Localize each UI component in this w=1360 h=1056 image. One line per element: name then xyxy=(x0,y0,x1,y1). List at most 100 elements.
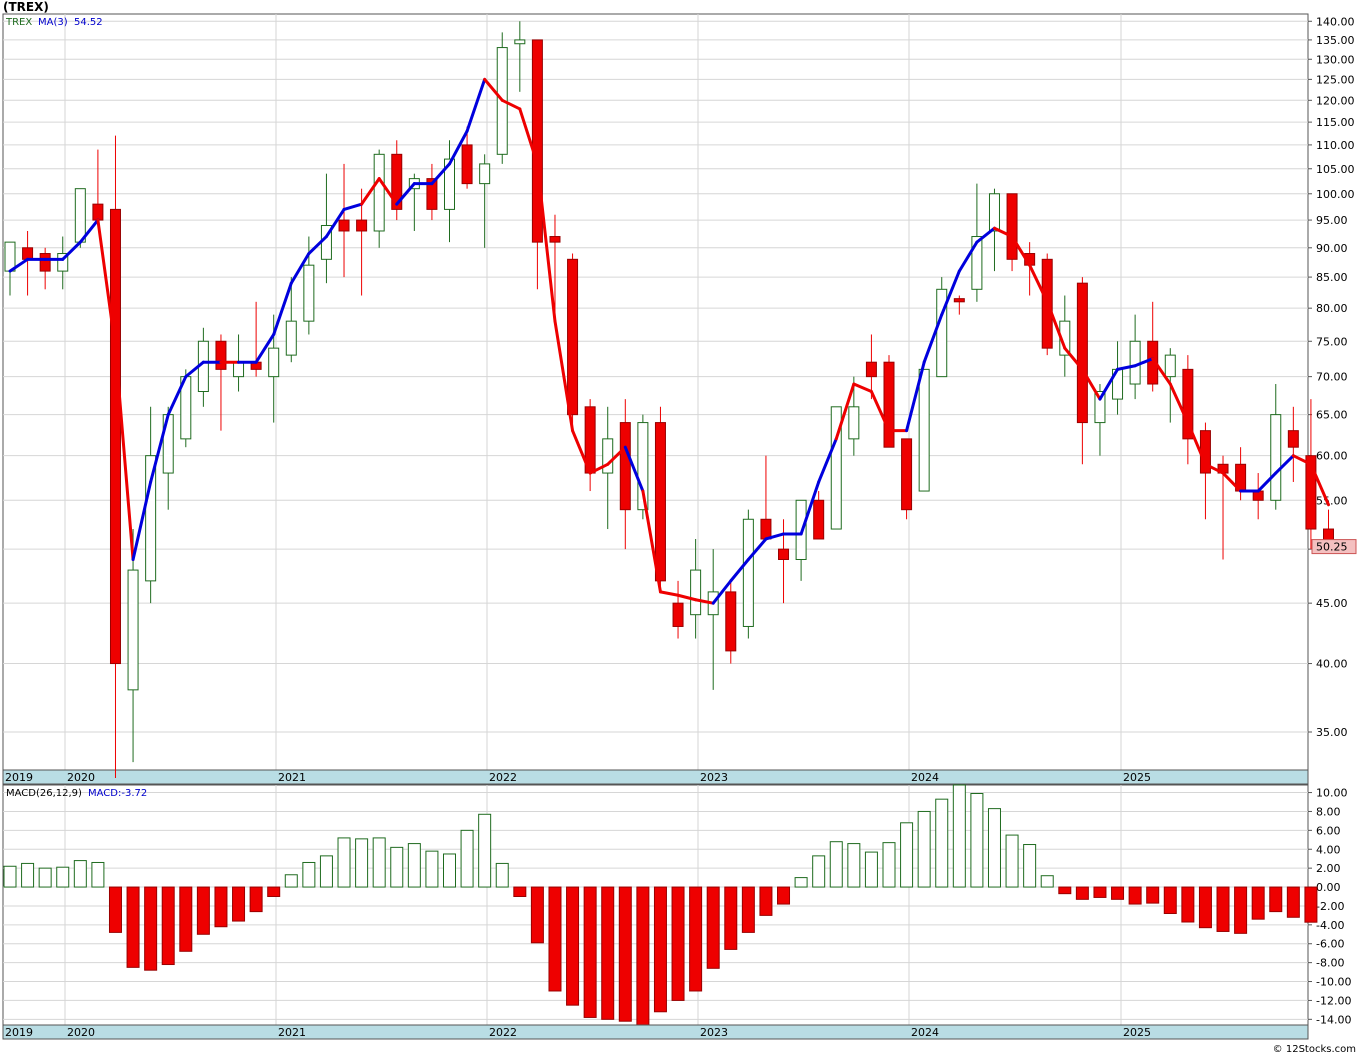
ma-line-segment xyxy=(1291,454,1313,466)
ma-line-segment xyxy=(1116,364,1137,371)
ma-line-segment xyxy=(694,598,715,605)
macd-tick-label: 8.00 xyxy=(1316,805,1341,818)
candle xyxy=(1006,193,1018,272)
price-year-label: 2021 xyxy=(278,771,306,784)
price-tick-label: 55.00 xyxy=(1316,494,1348,507)
last-price-box xyxy=(1311,539,1357,555)
candle-body xyxy=(461,144,473,185)
candle-body xyxy=(760,518,772,540)
ma-line-segment xyxy=(1168,382,1190,425)
candle-body xyxy=(1094,391,1106,424)
macd-year-label: 2024 xyxy=(911,1026,939,1039)
macd-bar xyxy=(196,886,210,935)
candle-body xyxy=(848,406,860,440)
candle-body xyxy=(936,288,948,378)
ma-line-segment xyxy=(746,537,768,562)
macd-bar xyxy=(829,841,843,888)
macd-bar xyxy=(1075,886,1089,900)
candle xyxy=(725,580,737,664)
ma-line-segment xyxy=(1028,263,1049,304)
macd-bar xyxy=(214,886,228,928)
candle xyxy=(830,406,842,530)
candle-body xyxy=(883,361,895,448)
candle xyxy=(549,214,561,322)
ma-line-segment xyxy=(342,202,364,211)
macd-bar xyxy=(653,886,667,1013)
candle-body xyxy=(215,340,227,370)
candle xyxy=(672,580,684,639)
macd-bar xyxy=(355,838,369,888)
price-year-label: 2024 xyxy=(911,771,939,784)
candle-body xyxy=(4,241,16,272)
price-legend-ma-label: MA(3) xyxy=(38,17,68,28)
ma-line-segment xyxy=(975,226,996,244)
candle xyxy=(619,399,631,550)
ma-line-segment xyxy=(817,437,838,484)
price-tick-label: 130.00 xyxy=(1316,53,1355,66)
macd-bar xyxy=(1146,886,1160,904)
macd-bar xyxy=(952,784,966,888)
candle-body xyxy=(74,188,86,243)
macd-year-band xyxy=(2,1024,1309,1040)
ma-line-segment xyxy=(1221,471,1243,493)
macd-legend-value: MACD:-3.72 xyxy=(88,788,147,799)
candle-body xyxy=(690,569,702,616)
candle-body xyxy=(1006,193,1018,260)
ma-line-segment xyxy=(289,252,311,285)
candle-body xyxy=(531,39,543,243)
candle-body xyxy=(1182,368,1194,440)
ma-line-segment xyxy=(1080,367,1102,401)
macd-tick-label: -8.00 xyxy=(1316,957,1344,970)
ma-line-segment xyxy=(676,593,698,602)
candle-body xyxy=(127,569,139,691)
price-tick-label: 45.00 xyxy=(1316,597,1348,610)
macd-bar xyxy=(337,837,351,888)
ma-line-segment xyxy=(641,489,662,594)
ma-line-segment xyxy=(869,390,891,433)
macd-bar xyxy=(478,813,492,888)
candle xyxy=(444,140,455,243)
macd-legend-label: MACD(26,12,9) xyxy=(6,788,82,799)
price-year-label: 2019 xyxy=(5,771,33,784)
macd-bar xyxy=(724,886,738,950)
candle-body xyxy=(637,422,649,511)
candle-body xyxy=(619,422,631,511)
price-tick-label: 40.00 xyxy=(1316,658,1348,671)
chart-title: (TREX) xyxy=(3,0,49,14)
macd-bar xyxy=(443,853,456,888)
macd-bar xyxy=(636,886,650,1026)
macd-bar xyxy=(108,886,122,933)
macd-bar xyxy=(987,808,1001,888)
ma-line-segment xyxy=(535,162,557,323)
macd-year-label: 2021 xyxy=(278,1026,306,1039)
candle-body xyxy=(1305,455,1317,530)
macd-year-label: 2023 xyxy=(700,1026,728,1039)
ma-line-segment xyxy=(1203,462,1225,475)
ma-line-segment xyxy=(8,257,30,273)
macd-bar xyxy=(671,886,685,1001)
price-tick-label: 140.00 xyxy=(1316,15,1355,28)
price-legend-ma-value: 54.52 xyxy=(74,17,103,28)
candle xyxy=(215,334,227,431)
ma-line-segment xyxy=(1098,367,1120,401)
candle xyxy=(461,126,473,189)
macd-bar xyxy=(1286,886,1300,918)
candle-body xyxy=(92,203,104,221)
candle-body xyxy=(602,438,614,474)
macd-bar xyxy=(935,798,949,888)
macd-bar xyxy=(495,862,509,888)
ma-line-segment xyxy=(940,269,961,317)
candle xyxy=(1287,406,1299,482)
candle xyxy=(1270,384,1282,510)
price-tick-label: 105.00 xyxy=(1316,163,1355,176)
candle-body xyxy=(918,368,930,492)
price-tick-label: 110.00 xyxy=(1316,139,1355,152)
macd-bar xyxy=(390,846,404,888)
macd-bar xyxy=(530,886,544,944)
candle-body xyxy=(901,438,913,511)
candle xyxy=(883,355,895,448)
candle-body xyxy=(285,320,297,356)
candle xyxy=(602,406,614,530)
macd-bar xyxy=(1234,886,1248,934)
